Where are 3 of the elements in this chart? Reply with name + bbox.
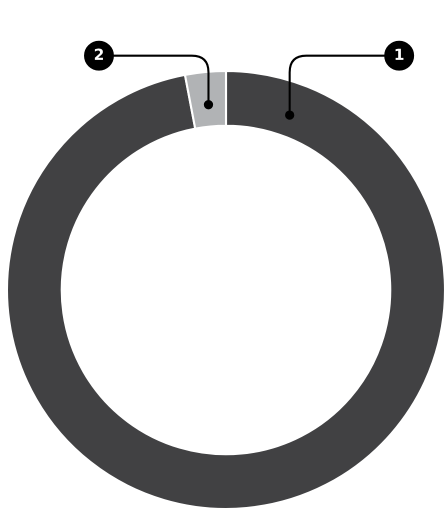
slice-label: 2 bbox=[94, 48, 103, 60]
slice-label: 1 bbox=[396, 48, 404, 60]
donut-slice bbox=[6, 70, 446, 510]
